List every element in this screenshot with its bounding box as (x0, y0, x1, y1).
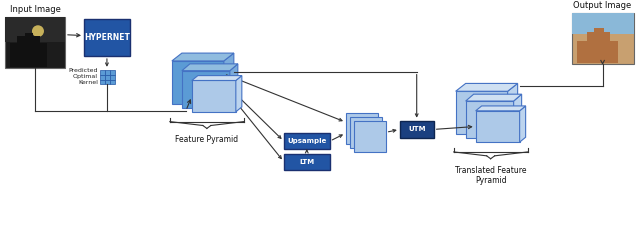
Polygon shape (508, 83, 518, 134)
Polygon shape (10, 33, 47, 67)
Polygon shape (520, 106, 525, 142)
Bar (349, 117, 381, 148)
Bar (110, 80, 115, 84)
Polygon shape (236, 76, 242, 112)
Polygon shape (476, 106, 525, 111)
Polygon shape (224, 53, 234, 104)
Bar (100, 80, 105, 84)
Bar (105, 80, 110, 84)
Bar (110, 70, 115, 75)
Polygon shape (192, 76, 242, 81)
Polygon shape (230, 64, 238, 108)
Polygon shape (577, 28, 618, 63)
Bar (284, 133, 330, 149)
Text: UTM: UTM (408, 126, 426, 132)
Text: Predicted
Optimal
Kernel: Predicted Optimal Kernel (68, 68, 98, 85)
Polygon shape (456, 83, 518, 91)
Circle shape (32, 25, 44, 37)
Bar (346, 113, 378, 144)
Text: HYPERNET: HYPERNET (84, 33, 130, 42)
Bar (284, 154, 330, 169)
Polygon shape (172, 53, 234, 61)
Bar (182, 71, 230, 108)
Text: Output Image: Output Image (573, 1, 632, 10)
Bar (572, 13, 634, 64)
Bar (84, 19, 130, 56)
Bar (354, 121, 386, 152)
Bar (476, 111, 520, 142)
Bar (100, 70, 105, 75)
Text: Feature Pyramid: Feature Pyramid (175, 135, 239, 144)
Bar (572, 13, 634, 33)
Polygon shape (466, 94, 522, 101)
Bar (456, 91, 508, 134)
Bar (105, 70, 110, 75)
Text: LTM: LTM (300, 159, 314, 165)
Bar (466, 101, 514, 138)
Text: Translated Feature
Pyramid: Translated Feature Pyramid (455, 166, 527, 185)
Bar (172, 61, 224, 104)
Bar (192, 81, 236, 112)
Bar (105, 75, 110, 80)
Text: Input Image: Input Image (10, 5, 60, 14)
Bar (110, 75, 115, 80)
Bar (100, 75, 105, 80)
Polygon shape (514, 94, 522, 138)
Bar (400, 121, 434, 138)
Polygon shape (182, 64, 238, 71)
Bar (5, 17, 65, 68)
Text: Upsample: Upsample (287, 138, 326, 144)
Bar (5, 17, 65, 42)
